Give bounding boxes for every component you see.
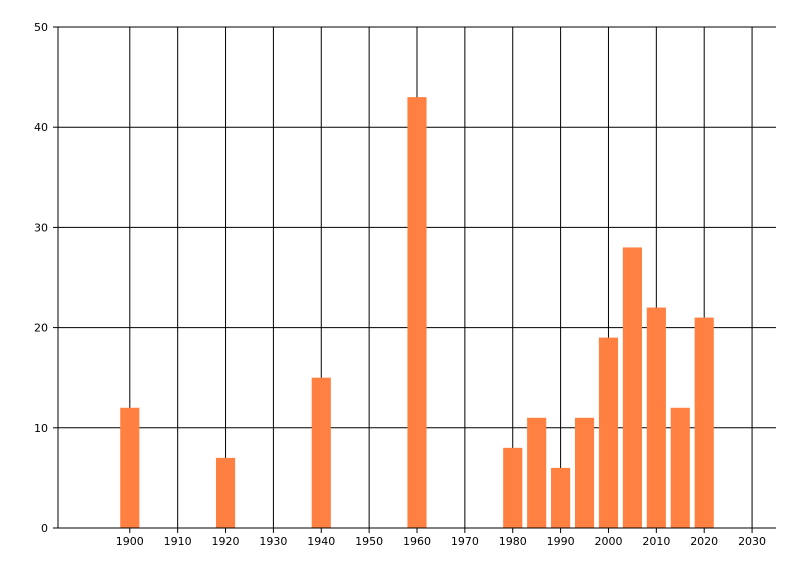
bar: [503, 447, 523, 528]
x-tick-label: 2020: [690, 535, 718, 548]
x-tick-label: 1920: [212, 535, 240, 548]
y-axis-ticks: 0 10 20 30 40 50: [34, 21, 58, 535]
y-tick-label: 30: [34, 221, 48, 234]
x-tick-label: 1900: [116, 535, 144, 548]
y-tick-label: 50: [34, 21, 48, 34]
x-tick-label: 1940: [307, 535, 335, 548]
bar: [215, 457, 236, 528]
bar: [598, 337, 619, 528]
bar: [622, 247, 642, 528]
x-tick-label: 1980: [499, 535, 527, 548]
x-tick-label: 1950: [355, 535, 383, 548]
x-tick-label: 1910: [164, 535, 192, 548]
bar: [527, 417, 547, 528]
x-axis-ticks: 1900 1910 1920 1930 1940 1950 1960 1970 1980 1990…: [116, 528, 766, 548]
x-tick-label: 1990: [547, 535, 575, 548]
bar: [646, 307, 666, 528]
x-tick-label: 2000: [594, 535, 622, 548]
bar: [670, 407, 690, 528]
bar: [407, 97, 427, 528]
x-tick-label: 2030: [738, 535, 766, 548]
bar: [694, 317, 714, 528]
y-tick-label: 0: [41, 522, 48, 535]
y-tick-label: 20: [34, 322, 48, 335]
bars: [120, 97, 714, 528]
y-tick-label: 10: [34, 422, 48, 435]
y-tick-label: 40: [34, 121, 48, 134]
x-tick-label: 1930: [259, 535, 287, 548]
bar: [574, 417, 595, 528]
bar: [311, 377, 331, 528]
x-tick-label: 1970: [451, 535, 479, 548]
bar: [551, 467, 571, 528]
x-tick-label: 1960: [403, 535, 431, 548]
x-tick-label: 2010: [642, 535, 670, 548]
bar: [120, 407, 140, 528]
